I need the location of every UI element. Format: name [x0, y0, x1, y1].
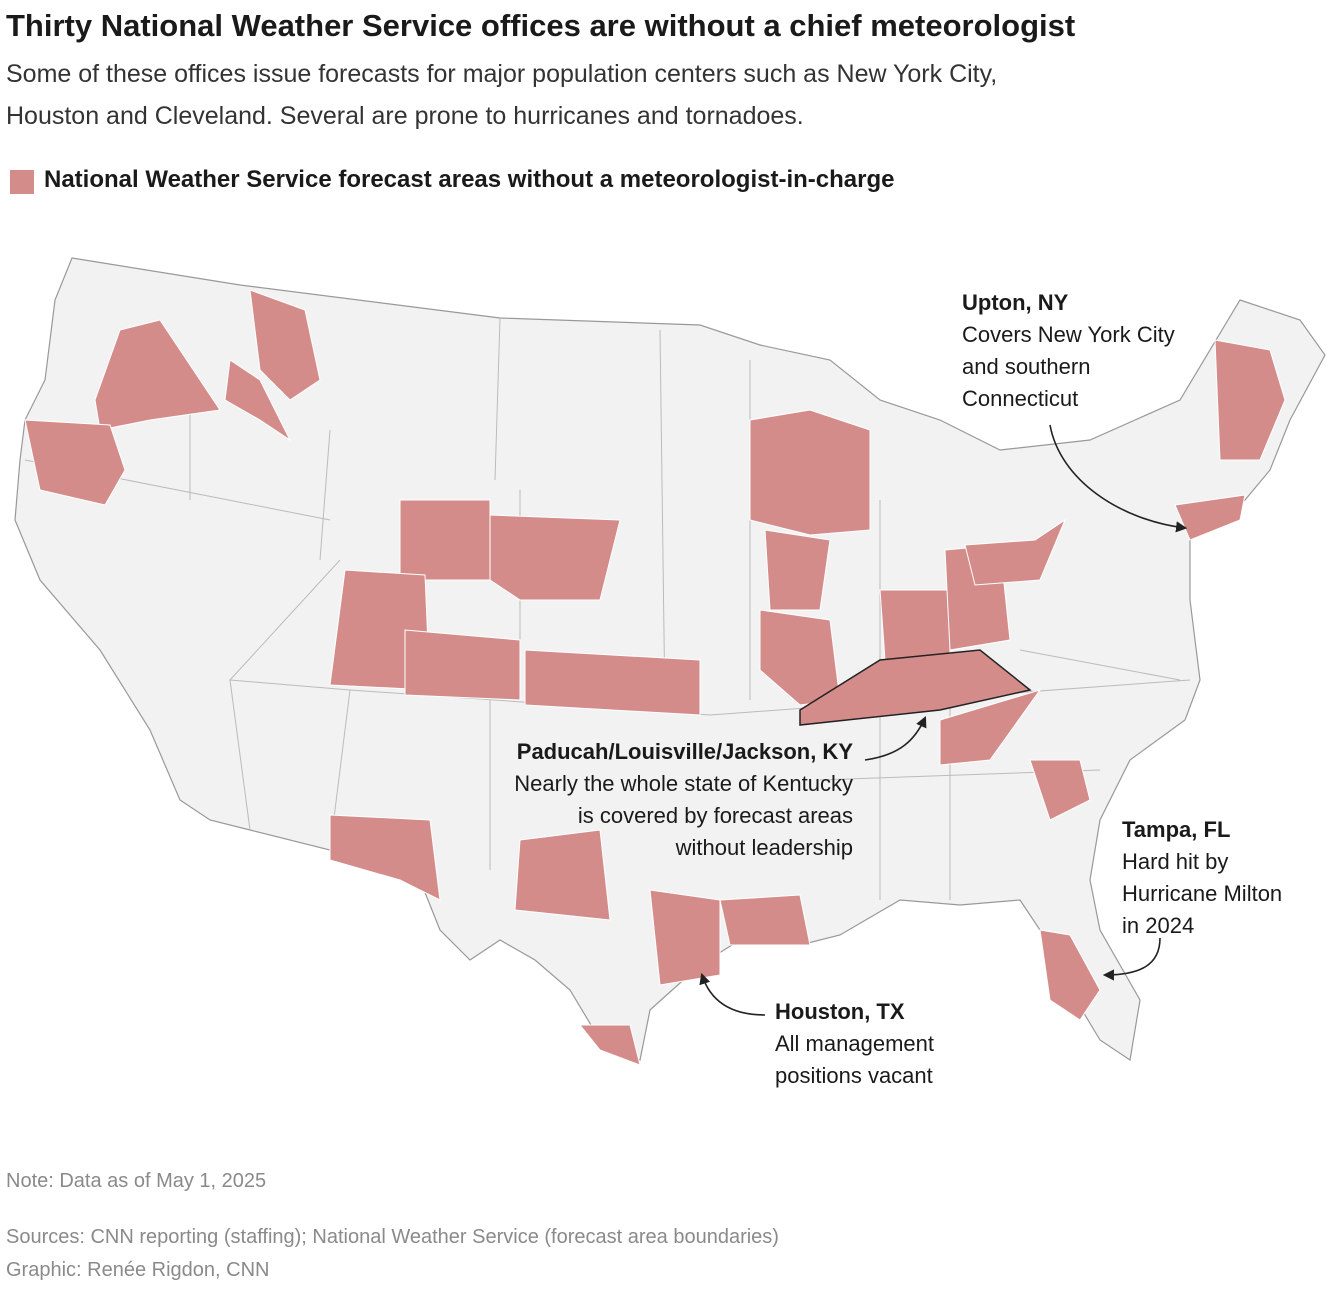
legend-swatch	[10, 170, 34, 194]
forecast-area	[719, 894, 811, 946]
annotation-text: without leadership	[675, 835, 853, 860]
legend-label: National Weather Service forecast areas …	[44, 166, 895, 193]
annotation-text: Connecticut	[962, 386, 1079, 411]
forecast-areas	[24, 289, 1286, 1066]
forecast-area	[399, 499, 491, 581]
forecast-area	[249, 289, 321, 401]
annotation-title: Paducah/Louisville/Jackson, KY	[516, 739, 853, 764]
annotation-title: Houston, TX	[775, 999, 905, 1024]
forecast-area	[329, 814, 441, 901]
forecast-area	[1039, 929, 1101, 1021]
forecast-area	[964, 518, 1067, 586]
forecast-area	[649, 889, 721, 986]
forecast-area	[404, 629, 521, 701]
annotation-arrows	[699, 424, 1188, 1016]
forecast-area	[224, 359, 292, 442]
annotation-text: and southern	[962, 354, 1091, 379]
forecast-area	[764, 529, 831, 611]
forecast-area	[939, 689, 1042, 766]
annotation-text: Hurricane Milton	[1122, 881, 1283, 906]
forecast-area	[799, 649, 1032, 726]
forecast-area	[489, 514, 621, 601]
forecast-area	[94, 319, 221, 431]
annotation-text: Hard hit by	[1122, 849, 1229, 874]
title: Thirty National Weather Service offices …	[6, 8, 1076, 43]
subtitle: Houston and Cleveland. Several are prone…	[6, 102, 804, 130]
forecast-area	[1214, 339, 1286, 461]
annotation-title: Tampa, FL	[1122, 817, 1231, 842]
forecast-area	[879, 589, 951, 661]
forecast-area	[524, 649, 701, 716]
annotation-title: Upton, NY	[962, 290, 1069, 315]
annotation-text: in 2024	[1122, 913, 1195, 938]
forecast-area	[1029, 759, 1091, 821]
subtitle: Some of these offices issue forecasts fo…	[6, 60, 998, 88]
annotation-text: is covered by forecast areas	[577, 803, 853, 828]
note: Note: Data as of May 1, 2025	[6, 1170, 267, 1192]
forecast-area	[749, 409, 871, 536]
credit: Graphic: Renée Rigdon, CNN	[6, 1259, 270, 1281]
forecast-area	[24, 419, 126, 506]
annotation-text: Covers New York City	[962, 322, 1175, 347]
forecast-area	[578, 1024, 641, 1066]
sources: Sources: CNN reporting (staffing); Natio…	[6, 1226, 779, 1248]
annotation-text: All management	[775, 1031, 934, 1056]
annotation-text: Nearly the whole state of Kentucky	[514, 771, 853, 796]
annotation-text: positions vacant	[775, 1063, 933, 1088]
forecast-area	[514, 829, 611, 921]
